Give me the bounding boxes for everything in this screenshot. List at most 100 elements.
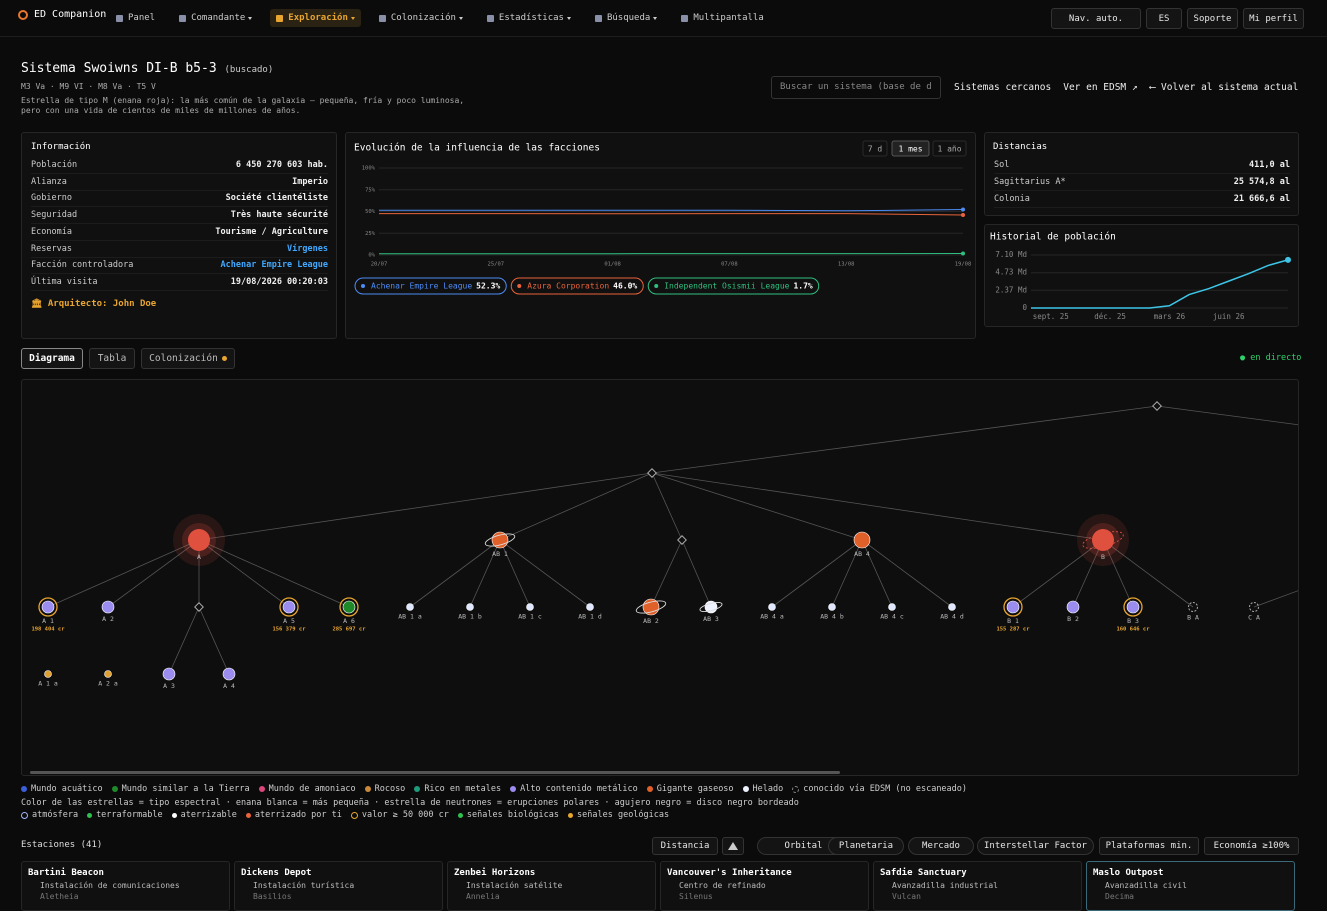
body-label: B [1101,553,1105,561]
link[interactable]: Sistemas cercanos [954,82,1051,93]
data-line [1031,260,1288,308]
range-button[interactable]: 7 d [863,141,887,156]
filter-button[interactable]: Interstellar Factor [977,837,1094,855]
legend-entry: Mundo acuático [21,784,103,794]
body-node[interactable]: B 2 [1067,601,1079,623]
info-label: Economía [31,227,72,237]
body [1007,601,1019,613]
filter-button[interactable]: Distancia [652,837,718,855]
filter-button[interactable]: Economía ≥100% [1204,837,1299,855]
body-label: B 2 [1067,615,1079,623]
info-label: Reservas [31,244,72,254]
x-tick-label: 01/08 [604,262,621,268]
nav-item[interactable]: Multipantalla [675,9,769,27]
y-tick-label: 100% [362,166,376,172]
scrollbar[interactable] [30,771,840,774]
legend-label: Mundo de amoniaco [269,784,356,794]
body-node[interactable]: A [173,514,225,566]
tree-edge [500,473,652,540]
body-node[interactable]: A 3 [163,668,175,690]
tree-edge [652,473,862,540]
link[interactable]: Ver en EDSM ↗ [1063,82,1137,93]
filter-button[interactable] [722,837,744,855]
tab[interactable]: Colonización [141,348,235,369]
filter-button[interactable]: Plataformas min. [1099,837,1199,855]
body-node[interactable]: AB 1 d [578,604,602,621]
end-point [961,252,965,256]
nav-item[interactable]: Panel [110,9,161,27]
tab[interactable]: Tabla [89,348,135,369]
body-node[interactable]: B [1077,514,1129,566]
body-node[interactable]: A 2 [102,601,114,623]
body [527,604,534,611]
nav-item[interactable]: Comandante [173,9,258,27]
body-node[interactable]: B A [1187,603,1199,622]
tree-edge [1254,590,1298,607]
body-node[interactable]: AB 4 [854,532,870,558]
brand[interactable]: ED Companion [34,9,106,20]
body [854,532,870,548]
tree-edge [199,607,229,674]
legend-label: Mundo similar a la Tierra [122,784,250,794]
legend-label: aterrizable [181,810,237,820]
nav-item[interactable]: Búsqueda [589,9,663,27]
stations-title: Estaciones (41) [21,840,102,850]
body-node[interactable]: AB 4 d [940,604,964,621]
nav-item[interactable]: Colonización [373,9,469,27]
filter-button[interactable]: Planetaria [828,837,904,855]
range-button[interactable]: 1 año [933,141,966,156]
body-node[interactable]: A 2 a [98,671,118,688]
body-node[interactable]: AB 3 [699,601,723,623]
tab-label: Diagrama [29,353,75,364]
legend-label: Rico en metales [424,784,501,794]
body-label: A 1 [42,617,54,625]
tree-edge [682,540,711,607]
nav-button[interactable]: Mi perfil [1243,8,1304,29]
body-node[interactable]: A 4 [223,668,235,690]
nav-button[interactable]: Nav. auto. [1051,8,1141,29]
body-node[interactable]: AB 1 c [518,604,542,621]
body-node[interactable]: A 1 a [38,671,58,688]
nav-item[interactable]: Estadísticas [481,9,577,27]
body-node[interactable]: C A [1248,603,1260,622]
body [102,601,114,613]
tab[interactable]: Diagrama [21,348,83,369]
search-input[interactable]: Buscar un sistema (base de d [771,76,941,99]
body-value: 160 646 cr [1116,627,1150,633]
range-button[interactable]: 1 mes [892,141,929,156]
body-node[interactable]: AB 1 b [458,604,482,621]
body-node[interactable]: AB 4 a [760,604,784,621]
body-node[interactable]: AB 4 b [820,604,844,621]
nav-items: Panel Comandante Exploración Colonización Es… [110,9,770,27]
body-node[interactable]: AB 1 a [398,604,422,621]
body-label: AB 1 c [518,613,542,621]
body-node[interactable]: AB 4 c [880,604,904,621]
filter-label: Orbital [785,841,823,851]
nav-label: Multipantalla [693,13,763,23]
link[interactable]: ⟵ Volver al sistema actual [1150,82,1299,93]
legend-entry: señales geológicas [568,810,669,820]
nav-button[interactable]: Soporte [1187,8,1238,29]
body-label: A [197,553,201,561]
filter-button[interactable]: Mercado [908,837,974,855]
y-tick-label: 2.37 Md [995,285,1027,294]
nav-item[interactable]: Exploración [270,9,361,27]
body-node[interactable]: AB 2 [635,598,667,625]
nav-button[interactable]: ES [1146,8,1182,29]
